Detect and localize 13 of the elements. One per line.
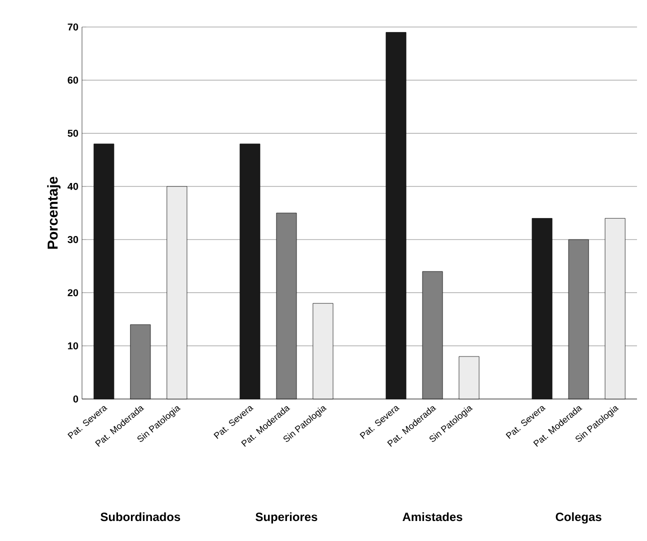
- text: Colegas: [556, 512, 602, 524]
- y-tick-label: 60: [68, 76, 78, 84]
- y-tick-label: 50: [68, 130, 78, 137]
- y-tick-label: 40: [68, 182, 78, 190]
- text: Subordinados: [100, 512, 180, 522]
- y-tick-label: 0: [73, 395, 78, 403]
- y-tick-label: 10: [68, 342, 78, 350]
- text: Amistades: [402, 512, 462, 522]
- y-tick-label: 30: [68, 236, 78, 244]
- y-tick-label: 70: [68, 23, 78, 31]
- text: Superiores: [256, 512, 318, 524]
- y-tick-label: 20: [68, 289, 78, 296]
- y-axis-title: Porcentaje: [47, 176, 61, 249]
